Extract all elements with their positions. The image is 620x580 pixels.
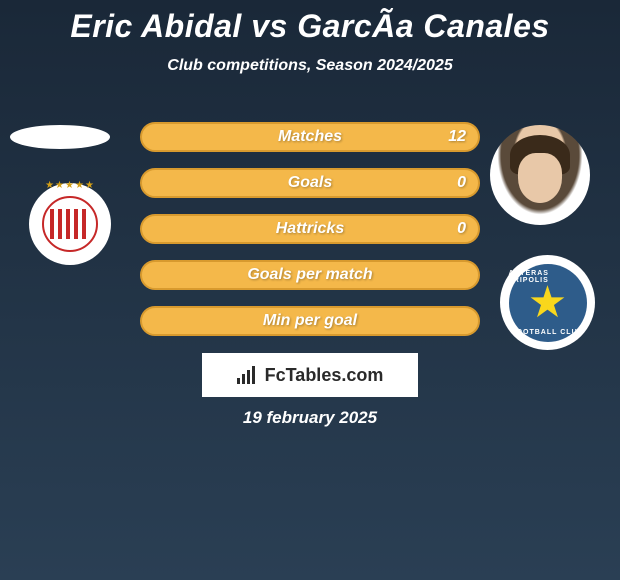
- stat-bar-min-per-goal: Min per goal: [140, 306, 480, 336]
- club-right-badge: ASTERAS TRIPOLIS ★ FOOTBALL CLUB: [500, 255, 600, 355]
- stat-label: Matches: [278, 128, 342, 146]
- stat-value: 12: [448, 128, 466, 146]
- stats-container: Matches 12 Goals 0 Hattricks 0 Goals per…: [140, 122, 480, 352]
- stat-bar-goals: Goals 0: [140, 168, 480, 198]
- stat-bar-goals-per-match: Goals per match: [140, 260, 480, 290]
- player-right-avatar: [490, 125, 590, 225]
- brand-label: FcTables.com: [265, 365, 384, 386]
- stat-value: 0: [457, 220, 466, 238]
- club-right-text-top: ASTERAS TRIPOLIS: [509, 270, 587, 284]
- brand-box: FcTables.com: [202, 353, 418, 397]
- stat-label: Goals per match: [247, 266, 372, 284]
- stat-label: Goals: [288, 174, 332, 192]
- stat-label: Min per goal: [263, 312, 357, 330]
- stat-bar-matches: Matches 12: [140, 122, 480, 152]
- subtitle: Club competitions, Season 2024/2025: [0, 57, 620, 75]
- stars-icon: ★★★★★: [45, 180, 95, 191]
- stat-bar-hattricks: Hattricks 0: [140, 214, 480, 244]
- club-left-badge: ★★★★★: [20, 175, 120, 265]
- stat-value: 0: [457, 174, 466, 192]
- player-left-avatar: [10, 125, 110, 149]
- date-label: 19 february 2025: [0, 408, 620, 428]
- page-title: Eric Abidal vs GarcÃa Canales: [0, 0, 620, 45]
- chart-icon: [237, 366, 259, 384]
- stat-label: Hattricks: [276, 220, 344, 238]
- star-icon: ★: [528, 281, 567, 325]
- club-right-text-bottom: FOOTBALL CLUB: [511, 329, 583, 336]
